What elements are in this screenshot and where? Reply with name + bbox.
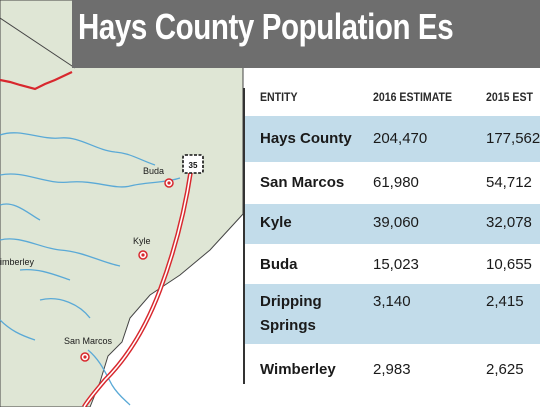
county-boundary-line bbox=[0, 71, 73, 91]
rivers bbox=[0, 132, 181, 406]
table-row: San Marcos 61,980 54,712 bbox=[245, 162, 540, 204]
population-table: ENTITY 2016 ESTIMATE 2015 EST Hays Count… bbox=[245, 78, 540, 407]
city-label-buda: Buda bbox=[143, 166, 164, 176]
table-row: Dripping Springs 3,140 2,415 bbox=[245, 284, 540, 344]
county-border-diagonal bbox=[0, 17, 76, 69]
header-entity: ENTITY bbox=[260, 90, 298, 104]
header-2016-estimate: 2016 ESTIMATE bbox=[373, 90, 453, 104]
estimate-2015: 10,655 bbox=[486, 256, 532, 273]
city-marker-kyle: Kyle bbox=[133, 236, 151, 260]
entity-name: Buda bbox=[260, 256, 298, 273]
highway-35 bbox=[82, 169, 194, 407]
table-row: Buda 15,023 10,655 bbox=[245, 244, 540, 284]
table-divider bbox=[243, 88, 245, 384]
estimate-2015: 2,625 bbox=[486, 361, 524, 378]
city-label-san-marcos: San Marcos bbox=[64, 336, 113, 346]
estimate-2016: 61,980 bbox=[373, 174, 419, 191]
entity-name: Dripping Springs bbox=[260, 293, 322, 334]
city-label-kyle: Kyle bbox=[133, 236, 151, 246]
estimate-2016: 3,140 bbox=[373, 293, 411, 310]
estimate-2015: 177,562 bbox=[486, 130, 540, 147]
estimate-2016: 204,470 bbox=[373, 130, 428, 147]
estimate-2016: 39,060 bbox=[373, 214, 419, 231]
city-marker-buda: Buda bbox=[143, 166, 174, 188]
estimate-2015: 54,712 bbox=[486, 174, 532, 191]
city-label-wimberley: imberley bbox=[0, 257, 35, 267]
entity-name: Kyle bbox=[260, 214, 292, 231]
highway-number: 35 bbox=[189, 161, 198, 170]
title-bar: Hays County Population Es bbox=[72, 0, 540, 68]
estimate-2015: 2,415 bbox=[486, 293, 524, 310]
page-title: Hays County Population Es bbox=[78, 6, 454, 47]
interstate-shield-icon: 35 bbox=[182, 154, 204, 174]
entity-name: Wimberley bbox=[260, 361, 336, 378]
estimate-2016: 2,983 bbox=[373, 361, 411, 378]
estimate-2015: 32,078 bbox=[486, 214, 532, 231]
header-2015-estimate: 2015 EST bbox=[486, 90, 533, 104]
entity-name: San Marcos bbox=[260, 174, 345, 191]
table-row: Hays County 204,470 177,562 bbox=[245, 116, 540, 162]
estimate-2016: 15,023 bbox=[373, 256, 419, 273]
entity-name: Hays County bbox=[260, 130, 352, 147]
city-marker-san-marcos: San Marcos bbox=[64, 336, 113, 362]
table-row: Wimberley 2,983 2,625 bbox=[245, 344, 540, 394]
table-row: Kyle 39,060 32,078 bbox=[245, 204, 540, 244]
city-marker-wimberley: imberley bbox=[0, 257, 35, 267]
